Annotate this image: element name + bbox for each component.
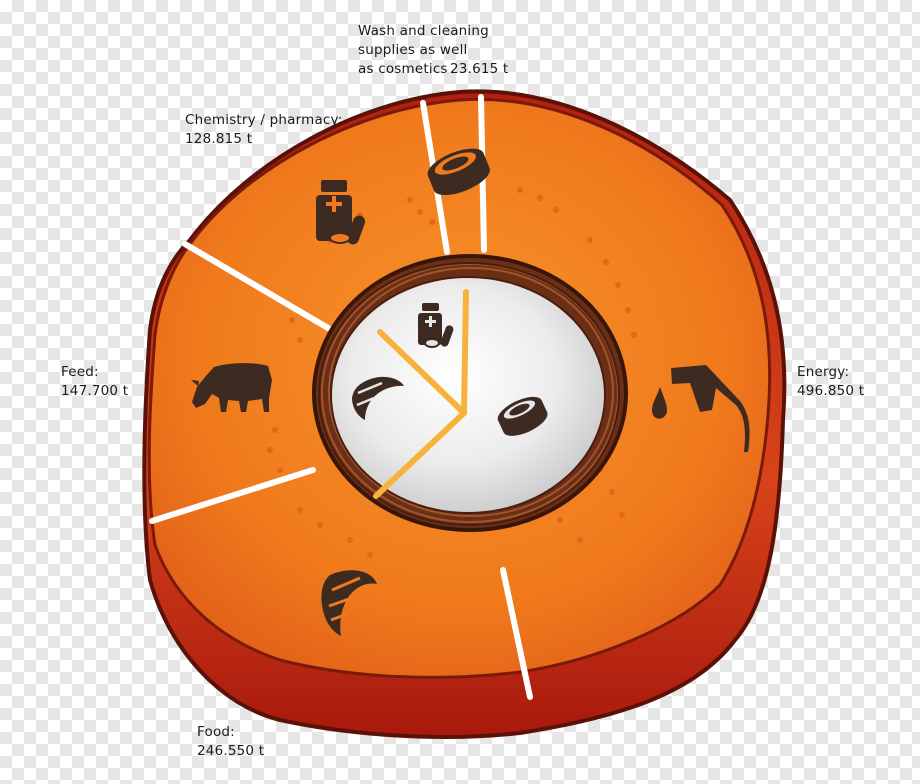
shell-fibres — [318, 262, 620, 526]
label-food: Food: 246.550 t — [197, 723, 264, 761]
wash-name-line-3: as cosmetics — [358, 61, 448, 77]
kernel — [330, 276, 606, 514]
feed-name: Feed: — [61, 364, 99, 380]
croissant-icon — [321, 570, 377, 636]
label-energy: Energy: 496.850 t — [797, 363, 864, 401]
kernel-dividers — [373, 289, 469, 499]
croissant-small-icon — [352, 376, 404, 420]
food-value: 246.550 t — [197, 743, 265, 759]
energy-value: 496.850 t — [797, 383, 865, 399]
chemistry-value: 128.815 t — [185, 131, 253, 147]
fuel-pump-icon — [652, 365, 750, 452]
energy-name: Energy: — [797, 364, 850, 380]
food-name: Food: — [197, 724, 235, 740]
label-chemistry-pharmacy: Chemistry / pharmacy: 128.815 t — [185, 111, 343, 149]
divider-feed-food — [149, 467, 316, 524]
divider-chem-feed — [182, 241, 331, 331]
wash-value: 23.615 t — [450, 61, 509, 77]
divider-food-energy — [500, 567, 533, 700]
feed-value: 147.700 t — [61, 383, 129, 399]
wash-name-line-1: Wash and cleaning — [358, 23, 489, 39]
pills-bottle-small-icon — [418, 303, 454, 348]
pills-bottle-icon — [316, 180, 366, 245]
wash-name-line-2: supplies as well — [358, 42, 468, 58]
cow-icon — [191, 363, 272, 412]
cosmetics-jar-icon — [427, 148, 490, 196]
label-wash-cleaning: Wash and cleaning supplies as well as co… — [358, 22, 508, 79]
label-feed: Feed: 147.700 t — [61, 363, 128, 401]
cosmetics-jar-small-icon — [497, 396, 548, 436]
chemistry-name: Chemistry / pharmacy: — [185, 112, 343, 128]
